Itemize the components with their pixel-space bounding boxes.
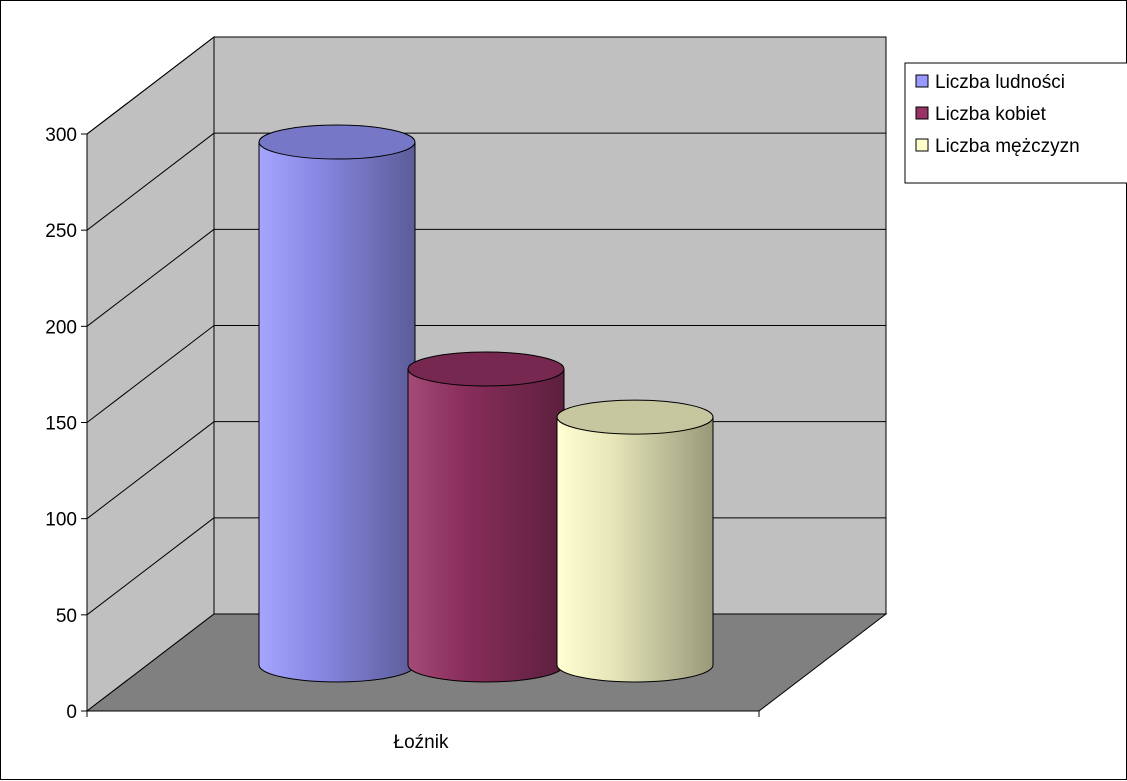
bar-body [407,368,565,683]
bar-3 [556,399,714,683]
y-tick-label: 300 [45,125,77,146]
gridline [86,132,215,231]
legend: Liczba ludności Liczba kobiet Liczba mężcz… [904,62,1127,184]
legend-swatch [915,138,929,152]
bar-1 [258,124,416,683]
gridline [86,36,215,135]
gridline [86,517,215,616]
bar-top [258,124,416,160]
bar-top [556,399,714,435]
legend-label: Liczba kobiet [935,104,1047,125]
gridline [86,325,215,423]
legend-label: Liczba mężczyzn [935,136,1080,157]
y-tick-label: 0 [66,702,77,723]
bar-top [407,351,565,387]
y-tick-label: 100 [45,510,77,531]
bar-series [258,124,714,683]
y-axis-ticks: 0 50 100 150 200 250 300 [45,125,87,723]
legend-label: Liczba ludności [935,72,1065,93]
legend-box [904,62,1127,184]
y-tick-label: 150 [45,414,77,435]
legend-swatch [915,106,929,120]
y-tick-label: 50 [56,606,77,627]
x-category-label: Łoźnik [394,732,449,753]
y-tick-label: 250 [45,221,77,242]
gridline [86,228,215,327]
bar-body [258,141,416,683]
y-tick-label: 200 [45,317,77,338]
gridline [86,421,215,520]
legend-swatch [915,74,929,88]
bar-body [556,416,714,683]
bar-2 [407,351,565,683]
